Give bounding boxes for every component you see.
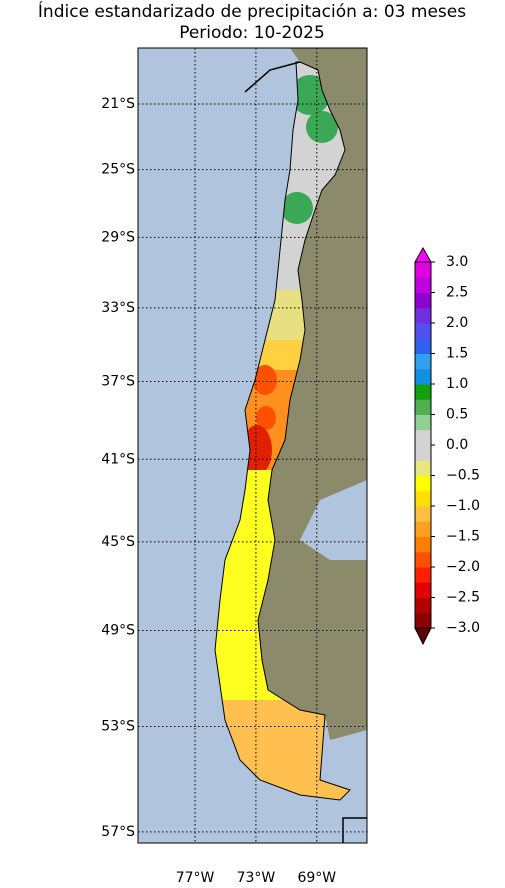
lat-label: 37°S [101, 374, 135, 390]
map-frame [137, 47, 368, 844]
colorbar-label: −0.5 [446, 468, 480, 484]
colorbar-bin [415, 307, 431, 324]
subtitle: Periodo: 10-2025 [179, 23, 325, 43]
colorbar-label: 0.5 [446, 407, 468, 423]
lat-label: 25°S [101, 162, 135, 178]
colorbar-bin [415, 414, 431, 431]
colorbar-bin [415, 323, 431, 339]
colorbar-label: −1.0 [446, 498, 480, 514]
colorbar-label: 2.5 [446, 285, 468, 301]
colorbar-label: 1.5 [446, 346, 468, 362]
colorbar-bin [415, 536, 431, 553]
coastline [214, 61, 351, 801]
borders [244, 61, 367, 843]
colorbar-label: −1.5 [446, 529, 480, 545]
colorbar-bin [415, 262, 431, 278]
lat-label: 53°S [101, 718, 135, 734]
colorbar-bin [415, 399, 431, 415]
colorbar-bin [415, 551, 431, 568]
colorbar-bin [415, 445, 431, 461]
neighbor-land [258, 48, 367, 740]
colorbar-label: 2.0 [446, 315, 468, 331]
colorbar-bin [415, 506, 431, 522]
lat-label: 21°S [101, 96, 135, 112]
lat-label: 49°S [101, 622, 135, 638]
lat-label: 45°S [101, 534, 135, 550]
colorbar-over [414, 246, 432, 263]
map-area [138, 48, 367, 843]
colorbar-label: −2.0 [446, 559, 480, 575]
colorbar-bin [415, 368, 431, 385]
colorbar-label: 0.0 [446, 437, 468, 453]
colorbar-bin [415, 567, 431, 583]
lat-label: 41°S [101, 451, 135, 467]
colorbar-label: 3.0 [446, 254, 468, 270]
colorbar-bin [415, 475, 431, 492]
lon-label: 73°W [237, 870, 276, 884]
lon-label: 77°W [176, 870, 215, 884]
colorbar-label: −3.0 [446, 620, 480, 636]
colorbar-bin [415, 597, 431, 614]
colorbar-bin [415, 521, 431, 537]
colorbar-bin [415, 429, 431, 446]
colorbar-under [414, 627, 432, 646]
colorbar-bin [415, 338, 431, 354]
colorbar-bin [415, 277, 431, 293]
colorbar-bin [415, 460, 431, 476]
colorbar-label: 1.0 [446, 376, 468, 392]
title: Índice estandarizado de precipitación a:… [38, 0, 466, 22]
colorbar-bin [415, 582, 431, 598]
colorbar-bin [415, 353, 431, 370]
colorbar-bin [415, 612, 431, 629]
colorbar-label: −2.5 [446, 590, 480, 606]
lat-label: 29°S [101, 229, 135, 245]
lat-label: 33°S [101, 300, 135, 316]
colorbar-bin [415, 490, 431, 507]
lat-label: 57°S [101, 824, 135, 840]
colorbar-bin [415, 292, 431, 309]
lon-label: 69°W [297, 870, 336, 884]
colorbar-bin [415, 384, 431, 400]
